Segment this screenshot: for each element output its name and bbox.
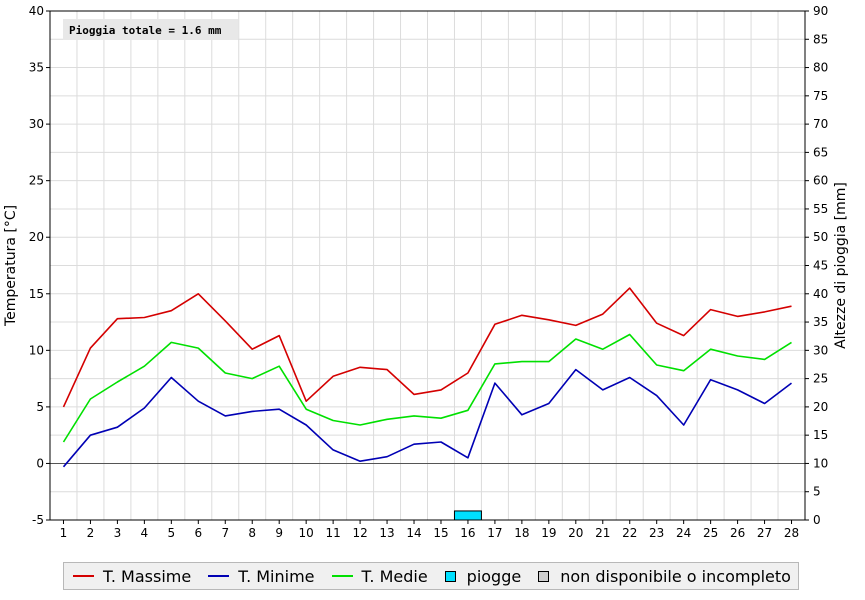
x-tick-label: 11 <box>325 526 340 540</box>
y2-tick-label: 20 <box>813 400 828 414</box>
y-tick-label: 25 <box>29 174 44 188</box>
y-tick-label: 40 <box>29 4 44 18</box>
x-tick-label: 28 <box>784 526 799 540</box>
legend-item-max: T. Massime <box>73 567 191 586</box>
legend-item-med: T. Medie <box>331 566 428 586</box>
x-tick-label: 17 <box>487 526 502 540</box>
x-tick-label: 21 <box>595 526 610 540</box>
legend-label-rain: piogge <box>466 566 522 586</box>
legend-swatch-max <box>73 575 94 577</box>
legend-swatch-min <box>208 575 230 577</box>
x-tick-label: 12 <box>352 526 367 540</box>
legend-item-missing: non disponibile o incompleto <box>538 567 791 586</box>
y2-tick-label: 80 <box>813 61 828 75</box>
series-line-3 <box>62 333 792 443</box>
x-tick-label: 19 <box>541 526 556 540</box>
y2-tick-label: 70 <box>813 117 828 131</box>
x-tick-label: 26 <box>730 526 745 540</box>
x-tick-label: 4 <box>141 526 149 540</box>
y2-tick-label: 60 <box>813 174 828 188</box>
y2-axis-title: Altezze di pioggia [mm] <box>833 182 849 349</box>
legend-swatch-rain <box>444 570 456 582</box>
x-tick-label: 16 <box>460 526 475 540</box>
x-tick-label: 23 <box>649 526 664 540</box>
y-tick-label: 35 <box>29 61 44 75</box>
y2-tick-label: 50 <box>813 230 828 244</box>
x-tick-label: 18 <box>514 526 529 540</box>
x-tick-label: 8 <box>248 526 256 540</box>
x-tick-label: 20 <box>568 526 583 540</box>
y2-tick-label: 65 <box>813 145 828 159</box>
y2-tick-label: 45 <box>813 259 828 273</box>
y2-tick-label: 40 <box>813 287 828 301</box>
x-tick-label: 25 <box>703 526 718 540</box>
y2-tick-label: 10 <box>813 456 828 470</box>
annotation-text: Pioggia totale = 1.6 mm <box>69 24 222 37</box>
y-tick-label: -5 <box>32 513 44 527</box>
x-tick-label: 22 <box>622 526 637 540</box>
y2-tick-label: 85 <box>813 32 828 46</box>
legend-label-missing: non disponibile o incompleto <box>560 566 791 586</box>
x-tick-label: 13 <box>379 526 394 540</box>
x-tick-label: 24 <box>676 526 691 540</box>
y2-tick-label: 0 <box>813 513 821 527</box>
annotation-box <box>63 19 238 40</box>
y-tick-label: 0 <box>36 456 44 470</box>
legend-item-rain: piogge <box>444 566 522 586</box>
y2-tick-label: 90 <box>813 4 828 18</box>
y2-tick-label: 55 <box>813 202 828 216</box>
y2-tick-label: 35 <box>813 315 828 329</box>
y2-tick-label: 30 <box>813 343 828 357</box>
x-tick-label: 15 <box>433 526 448 540</box>
legend-item-min: T. Minime <box>208 566 315 586</box>
x-tick-label: 5 <box>168 526 176 540</box>
legend-label-med: T. Medie <box>361 566 428 586</box>
legend-swatch-missing <box>538 570 550 582</box>
y2-tick-label: 75 <box>813 89 828 103</box>
y-tick-label: 20 <box>29 230 44 244</box>
legend-label-min: T. Minime <box>238 566 315 586</box>
x-tick-label: 6 <box>194 526 202 540</box>
series-line-2 <box>62 368 792 468</box>
x-tick-label: 1 <box>60 526 68 540</box>
x-tick-label: 3 <box>114 526 122 540</box>
x-tick-label: 9 <box>275 526 283 540</box>
x-tick-label: 7 <box>221 526 229 540</box>
y-tick-label: 15 <box>29 287 44 301</box>
y-tick-label: 10 <box>29 343 44 357</box>
y2-tick-label: 5 <box>813 485 821 499</box>
rain-bar <box>453 510 482 521</box>
x-tick-label: 2 <box>87 526 95 540</box>
legend: T. Massime T. Minime T. Medie piogge non… <box>63 562 799 590</box>
y-axis-title: Temperatura [°C] <box>3 205 19 327</box>
x-tick-label: 27 <box>757 526 772 540</box>
legend-label-max: T. Massime <box>103 566 192 586</box>
y-tick-label: 5 <box>36 400 44 414</box>
y2-tick-label: 25 <box>813 372 828 386</box>
series-line-1 <box>62 287 792 408</box>
y-tick-label: 30 <box>29 117 44 131</box>
legend-swatch-med <box>331 575 353 577</box>
x-tick-label: 14 <box>406 526 421 540</box>
x-tick-label: 10 <box>299 526 314 540</box>
chart: -505101520253035400510152025303540455055… <box>3 4 849 540</box>
y2-tick-label: 15 <box>813 428 828 442</box>
